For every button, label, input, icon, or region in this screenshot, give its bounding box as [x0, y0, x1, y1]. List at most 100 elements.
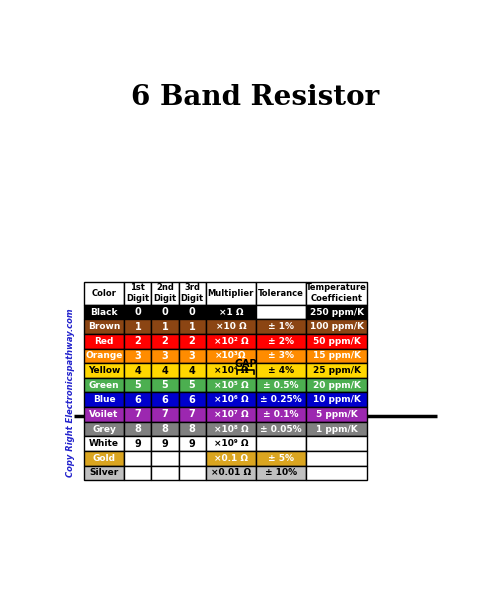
- Bar: [208, 388, 220, 443]
- Text: 0: 0: [161, 307, 168, 317]
- Bar: [256, 334, 306, 349]
- Bar: [306, 393, 367, 407]
- Text: ×10⁴ Ω: ×10⁴ Ω: [214, 366, 248, 375]
- Text: 5: 5: [189, 380, 195, 390]
- Text: 0: 0: [189, 307, 195, 317]
- Bar: [206, 466, 256, 480]
- Bar: [256, 451, 306, 466]
- Bar: [306, 378, 367, 393]
- Bar: [84, 281, 124, 305]
- Text: 20 ppm/K: 20 ppm/K: [313, 381, 361, 390]
- Bar: [206, 349, 256, 363]
- Text: 7: 7: [189, 409, 195, 419]
- Bar: [206, 393, 256, 407]
- Text: ± 10%: ± 10%: [265, 468, 297, 477]
- Bar: [151, 407, 178, 422]
- Text: 50 ppm/K: 50 ppm/K: [313, 337, 361, 346]
- Text: ± 0.05%: ± 0.05%: [260, 425, 302, 434]
- Bar: [256, 422, 306, 436]
- Bar: [256, 393, 306, 407]
- Text: ×0.01 Ω: ×0.01 Ω: [211, 468, 251, 477]
- Text: 1: 1: [161, 322, 168, 331]
- Text: 1: 1: [189, 322, 195, 331]
- Bar: [256, 363, 306, 378]
- Bar: [306, 363, 367, 378]
- Text: Temperature
Coefficient: Temperature Coefficient: [306, 283, 367, 303]
- Bar: [84, 334, 124, 349]
- Bar: [206, 305, 256, 320]
- Text: 3: 3: [161, 351, 168, 361]
- Bar: [306, 334, 367, 349]
- Bar: [256, 349, 306, 363]
- Text: Gold: Gold: [93, 454, 116, 463]
- Bar: [256, 388, 268, 443]
- Text: Grey: Grey: [92, 425, 116, 434]
- Bar: [206, 407, 256, 422]
- Text: Green: Green: [89, 381, 120, 390]
- Bar: [124, 451, 151, 466]
- Text: Multiplier: Multiplier: [208, 289, 254, 298]
- Bar: [306, 281, 367, 305]
- Bar: [178, 349, 206, 363]
- Text: 4: 4: [189, 365, 195, 375]
- Text: 3: 3: [189, 351, 195, 361]
- Bar: [84, 393, 124, 407]
- Bar: [151, 422, 178, 436]
- Bar: [84, 422, 124, 436]
- Text: 250 ppm/K: 250 ppm/K: [310, 308, 364, 317]
- Bar: [306, 320, 367, 334]
- Bar: [151, 436, 178, 451]
- Text: 8: 8: [189, 424, 196, 434]
- Bar: [178, 436, 206, 451]
- Text: 5: 5: [161, 380, 168, 390]
- Text: ± 0.25%: ± 0.25%: [260, 395, 302, 405]
- Text: 25 ppm/K: 25 ppm/K: [313, 366, 361, 375]
- Bar: [124, 378, 151, 393]
- Text: ×10⁸ Ω: ×10⁸ Ω: [214, 425, 248, 434]
- FancyBboxPatch shape: [182, 384, 329, 447]
- Bar: [256, 281, 306, 305]
- Bar: [176, 388, 189, 443]
- Bar: [306, 407, 367, 422]
- Text: Orange: Orange: [86, 352, 123, 361]
- Text: ± 5%: ± 5%: [268, 454, 294, 463]
- Text: Tolerance: Tolerance: [258, 289, 304, 298]
- Text: ± 4%: ± 4%: [268, 366, 294, 375]
- Bar: [256, 378, 306, 393]
- Bar: [206, 363, 256, 378]
- Bar: [151, 393, 178, 407]
- Text: 6: 6: [134, 395, 141, 405]
- Bar: [84, 451, 124, 466]
- Bar: [124, 422, 151, 436]
- Bar: [151, 334, 178, 349]
- Text: 1: 1: [134, 322, 141, 331]
- Bar: [84, 320, 124, 334]
- Bar: [306, 305, 367, 320]
- Bar: [306, 466, 367, 480]
- Bar: [178, 378, 206, 393]
- Bar: [124, 320, 151, 334]
- Text: 9: 9: [189, 439, 195, 449]
- Bar: [178, 407, 206, 422]
- Text: Black: Black: [90, 308, 118, 317]
- Bar: [193, 388, 206, 443]
- Text: 8: 8: [161, 424, 168, 434]
- Text: ×0.1 Ω: ×0.1 Ω: [214, 454, 248, 463]
- Text: 4: 4: [161, 365, 168, 375]
- Text: 6: 6: [161, 395, 168, 405]
- Bar: [178, 320, 206, 334]
- Bar: [124, 363, 151, 378]
- Text: 6: 6: [189, 395, 195, 405]
- Text: 3: 3: [134, 351, 141, 361]
- Bar: [206, 281, 256, 305]
- Bar: [151, 305, 178, 320]
- Text: GAP: GAP: [234, 359, 257, 369]
- Text: Color: Color: [92, 289, 117, 298]
- Bar: [306, 436, 367, 451]
- Text: 2: 2: [189, 336, 195, 346]
- Bar: [84, 436, 124, 451]
- Text: 10 ppm/K: 10 ppm/K: [313, 395, 361, 405]
- Text: 7: 7: [134, 409, 141, 419]
- Text: 1st
Digit: 1st Digit: [126, 283, 149, 303]
- Text: ± 1%: ± 1%: [268, 322, 294, 331]
